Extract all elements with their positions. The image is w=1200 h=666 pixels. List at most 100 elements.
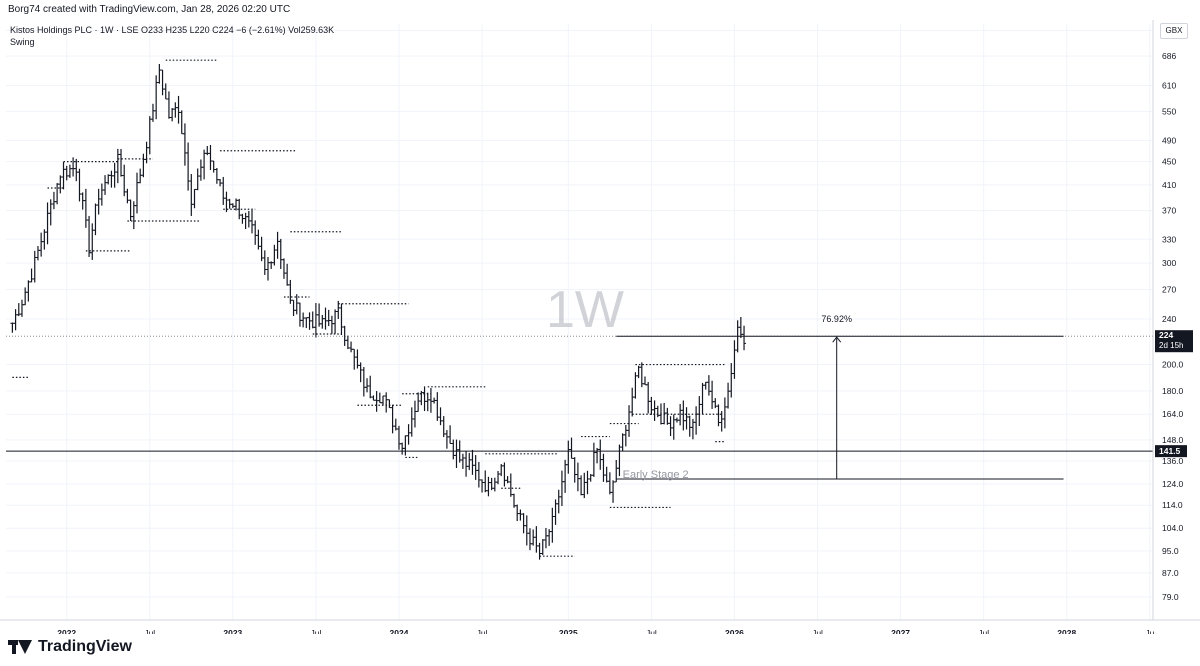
ohlc-bar bbox=[154, 75, 159, 120]
ohlc-bar bbox=[473, 455, 478, 480]
ohlc-bar bbox=[480, 479, 485, 493]
grid bbox=[6, 24, 1153, 620]
price-tick-label: 79.0 bbox=[1162, 592, 1179, 602]
time-tick-label: 2023 bbox=[223, 628, 242, 634]
ohlc-bar bbox=[361, 367, 366, 397]
created-by-caption: Borg74 created with TradingView.com, Jan… bbox=[8, 4, 291, 15]
ohlc-bar bbox=[345, 335, 350, 350]
ohlc-bar bbox=[416, 392, 421, 412]
price-tick-label: 270 bbox=[1162, 284, 1176, 294]
ohlc-bar bbox=[141, 153, 146, 178]
ohlc-bar bbox=[144, 141, 149, 164]
price-tick-label: 104.0 bbox=[1162, 523, 1184, 533]
time-axis: 2022 Jul 2023 Jul 2024 Jul 2025 Jul 2026 Jul 2027 J… bbox=[0, 619, 1200, 638]
ohlc-bar bbox=[738, 316, 743, 339]
ohlc-bar bbox=[652, 400, 657, 421]
price-tick-label: 164.0 bbox=[1162, 409, 1184, 419]
price-tick-label: 490 bbox=[1162, 135, 1176, 145]
symbol-legend[interactable]: Kistos Holdings PLC · 1W · LSE O233 H235… bbox=[10, 25, 335, 35]
ohlc-bar bbox=[19, 299, 24, 317]
ohlc-bar bbox=[556, 489, 561, 514]
ohlc-bar bbox=[157, 63, 162, 84]
ohlc-bar bbox=[729, 363, 734, 398]
price-tick-label: 370 bbox=[1162, 206, 1176, 216]
ohlc-bar bbox=[524, 515, 529, 546]
ohlc-bar bbox=[99, 183, 104, 206]
ohlc-bar bbox=[470, 449, 475, 475]
price-tick-label: 550 bbox=[1162, 106, 1176, 116]
currency-button[interactable]: GBX bbox=[1160, 23, 1188, 39]
ohlc-bar bbox=[601, 453, 606, 482]
price-tick-label: 95.0 bbox=[1162, 546, 1179, 556]
ohlc-bar bbox=[623, 425, 628, 447]
ohlc-bar bbox=[349, 341, 354, 353]
ohlc-bar bbox=[642, 376, 647, 386]
ohlc-bar bbox=[521, 513, 526, 534]
ohlc-bar bbox=[687, 415, 692, 437]
ohlc-bar bbox=[726, 382, 731, 409]
ohlc-bar bbox=[358, 362, 363, 383]
ohlc-bar bbox=[301, 312, 306, 328]
time-tick-label: Jul bbox=[978, 628, 989, 634]
interval-watermark: 1W bbox=[546, 281, 624, 339]
tradingview-logo-icon bbox=[8, 640, 32, 654]
ohlc-bar bbox=[195, 168, 200, 191]
ohlc-bar bbox=[476, 461, 481, 488]
time-tick-label: Ju bbox=[1145, 628, 1154, 634]
ohlc-bar bbox=[211, 160, 216, 173]
ohlc-bar bbox=[649, 396, 654, 415]
ohlc-bar bbox=[604, 466, 609, 483]
ohlc-bar bbox=[390, 404, 395, 434]
ohlc-bar bbox=[198, 159, 203, 181]
ohlc-bar bbox=[202, 149, 207, 180]
ohlc-bar bbox=[579, 475, 584, 496]
ohlc-bar bbox=[620, 433, 625, 452]
indicator-legend[interactable]: Swing bbox=[10, 37, 35, 47]
ohlc-bar bbox=[35, 246, 40, 261]
ohlc-bar bbox=[352, 348, 357, 370]
ohlc-bar bbox=[518, 509, 523, 521]
ohlc-bar bbox=[684, 407, 689, 430]
ohlc-bar bbox=[138, 168, 143, 184]
ohlc-bar bbox=[387, 399, 392, 409]
ohlc-bar bbox=[74, 158, 79, 182]
level-price-badge-bg bbox=[1155, 445, 1187, 458]
ohlc-bar bbox=[534, 526, 539, 553]
tradingview-brand[interactable]: TradingView bbox=[8, 638, 132, 656]
ohlc-bar bbox=[515, 504, 520, 522]
ohlc-bar bbox=[112, 162, 117, 188]
ohlc-bar bbox=[710, 380, 715, 409]
ohlc-bar bbox=[585, 470, 590, 495]
ohlc-bar bbox=[150, 103, 155, 122]
ohlc-bar bbox=[409, 407, 414, 437]
ohlc-bar bbox=[422, 386, 427, 412]
ohlc-bar bbox=[553, 499, 558, 525]
ohlc-bar bbox=[246, 210, 251, 228]
ohlc-bar bbox=[374, 391, 379, 412]
ohlc-bar bbox=[569, 437, 574, 459]
ohlc-bar bbox=[214, 167, 219, 184]
ohlc-bar bbox=[310, 311, 315, 329]
ohlc-bar bbox=[32, 250, 37, 283]
chart-area[interactable]: 1W 76.92%Early Stage 2 76068661055049045… bbox=[0, 20, 1200, 638]
ohlc-bar bbox=[540, 539, 545, 556]
ohlc-bar bbox=[166, 91, 171, 119]
ohlc-bar bbox=[403, 435, 408, 456]
price-tick-label: 240 bbox=[1162, 314, 1176, 324]
ohlc-bar bbox=[71, 157, 76, 177]
ohlc-bar bbox=[291, 299, 296, 317]
ohlc-bar bbox=[221, 176, 226, 205]
ohlc-bar bbox=[285, 263, 290, 286]
ohlc-bar bbox=[694, 406, 699, 435]
ohlc-bar bbox=[253, 220, 258, 245]
time-tick-label: Jul bbox=[812, 628, 823, 634]
ohlc-bar bbox=[48, 199, 53, 226]
time-tick-label: 2025 bbox=[559, 628, 578, 634]
ohlc-bar bbox=[208, 145, 213, 171]
price-chart[interactable]: 1W 76.92%Early Stage 2 76068661055049045… bbox=[0, 20, 1200, 638]
ohlc-bar bbox=[444, 430, 449, 449]
ohlc-bar bbox=[508, 473, 513, 497]
price-tick-label: 610 bbox=[1162, 81, 1176, 91]
drawings: 76.92% Early Stage 2 bbox=[6, 314, 1153, 481]
